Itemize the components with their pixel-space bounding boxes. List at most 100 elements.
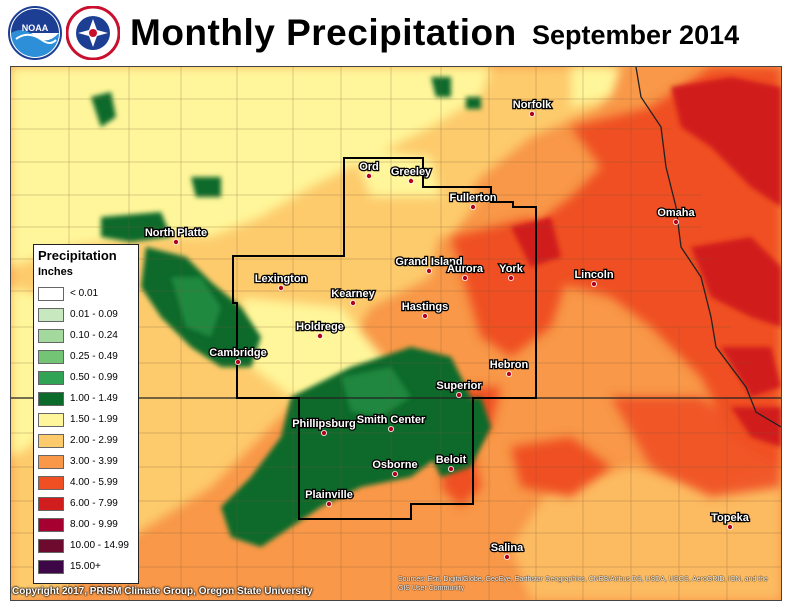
city-marker: Salina (489, 541, 525, 560)
legend-label: 2.00 - 2.99 (70, 435, 118, 446)
city-marker: Hebron (488, 358, 530, 377)
city-dot (316, 332, 323, 339)
city-layer: Norfolk Ord Greeley Fullerton North Platte Om… (144, 98, 751, 560)
city-marker: Greeley (390, 165, 433, 185)
legend-row: 4.00 - 5.99 (38, 476, 138, 492)
legend-label: 0.50 - 0.99 (70, 372, 118, 383)
city-marker: Hastings (400, 300, 450, 319)
missouri-river (635, 67, 781, 428)
legend-title: Precipitation (38, 248, 117, 263)
legend-swatch (38, 371, 64, 385)
city-marker: North Platte (144, 226, 208, 245)
city-marker: Norfolk (511, 98, 553, 118)
legend-label: 4.00 - 5.99 (70, 477, 118, 488)
map-title: Monthly Precipitation (130, 12, 517, 53)
city-marker: Smith Center (355, 413, 427, 432)
city-dot (529, 111, 536, 118)
city-marker: Lexington (253, 272, 309, 291)
city-label: Omaha (657, 207, 695, 219)
city-dot (277, 284, 284, 291)
city-dot (461, 274, 468, 281)
city-marker: Osborne (371, 458, 419, 477)
city-marker: Plainville (304, 488, 354, 507)
legend-swatch (38, 413, 64, 427)
legend-row: 0.01 - 0.09 (38, 308, 138, 324)
legend-row: 0.25 - 0.49 (38, 350, 138, 366)
map-credits: Sources: Esri, DigitalGlobe, GeoEye, Ear… (398, 576, 768, 592)
legend-label: < 0.01 (70, 288, 99, 299)
city-dot (425, 267, 432, 274)
legend-label: 6.00 - 7.99 (70, 498, 118, 509)
city-dot (407, 178, 414, 185)
map-canvas: Norfolk Ord Greeley Fullerton North Platte Om… (11, 67, 781, 600)
city-marker: Aurora (446, 262, 485, 281)
city-label: Fullerton (449, 192, 496, 204)
nws-logo (66, 6, 120, 60)
city-label: Aurora (447, 263, 484, 275)
legend-label: 0.25 - 0.49 (70, 351, 118, 362)
city-dot (673, 218, 680, 225)
legend-row: 0.10 - 0.24 (38, 329, 138, 345)
city-label: Lincoln (574, 269, 613, 281)
city-marker: Kearney (330, 287, 377, 306)
city-marker: Ord (358, 160, 380, 180)
city-label: Salina (491, 542, 524, 554)
city-dot (505, 370, 512, 377)
legend-row: 2.00 - 2.99 (38, 434, 138, 450)
legend-row: 15.00+ (38, 560, 138, 576)
city-dot (320, 429, 327, 436)
svg-text:NOAA: NOAA (22, 23, 49, 33)
legend-units: Inches (38, 266, 73, 278)
legend-row: 3.00 - 3.99 (38, 455, 138, 471)
map-subtitle: September 2014 (532, 20, 740, 50)
city-label: Beloit (436, 454, 467, 466)
legend-label: 1.00 - 1.49 (70, 393, 118, 404)
city-marker: Cambridge (208, 346, 268, 365)
city-marker: Topeka (710, 511, 751, 530)
city-dot (727, 523, 734, 530)
city-label: Topeka (711, 512, 750, 524)
legend-swatch (38, 539, 64, 553)
legend-label: 10.00 - 14.99 (70, 540, 129, 551)
forecast-area-outline (232, 157, 537, 520)
city-marker: Beloit (434, 453, 468, 472)
legend-row: 1.50 - 1.99 (38, 413, 138, 429)
city-dot (349, 299, 356, 306)
legend-row: 6.00 - 7.99 (38, 497, 138, 513)
city-dot (172, 238, 179, 245)
precip-zone-6-8 (511, 77, 781, 447)
city-label: York (499, 263, 524, 275)
legend-row: < 0.01 (38, 287, 138, 303)
city-label: Hastings (402, 301, 448, 313)
legend-swatch (38, 476, 64, 490)
legend-row: 0.50 - 0.99 (38, 371, 138, 387)
legend: Precipitation Inches < 0.01 0.01 - 0.09 0.… (33, 244, 139, 584)
legend-swatch (38, 350, 64, 364)
precip-zone-0-5-1 (171, 277, 411, 417)
legend-label: 8.00 - 9.99 (70, 519, 118, 530)
legend-label: 1.50 - 1.99 (70, 414, 118, 425)
city-label: Holdrege (296, 321, 344, 333)
city-dot (455, 391, 462, 398)
city-dot (507, 274, 514, 281)
copyright-text: Copyright 2017, PRISM Climate Group, Ore… (12, 586, 313, 597)
city-marker: Phillipsburg (291, 417, 357, 436)
legend-swatch (38, 518, 64, 532)
city-label: Ord (359, 161, 379, 173)
legend-label: 0.01 - 0.09 (70, 309, 118, 320)
city-dot (503, 553, 510, 560)
city-marker: Holdrege (295, 320, 345, 339)
legend-label: 15.00+ (70, 561, 101, 572)
city-label: Smith Center (357, 414, 426, 426)
city-dot (447, 465, 454, 472)
city-label: Phillipsburg (292, 418, 356, 430)
city-label: Greeley (391, 166, 432, 178)
city-dot (469, 203, 476, 210)
city-dot (234, 358, 241, 365)
city-marker: Omaha (656, 206, 697, 225)
city-marker: Superior (435, 379, 484, 398)
legend-swatch (38, 329, 64, 343)
city-label: North Platte (145, 227, 207, 239)
precipitation-map: Norfolk Ord Greeley Fullerton North Platte Om… (10, 66, 782, 601)
city-label: Kearney (331, 288, 375, 300)
